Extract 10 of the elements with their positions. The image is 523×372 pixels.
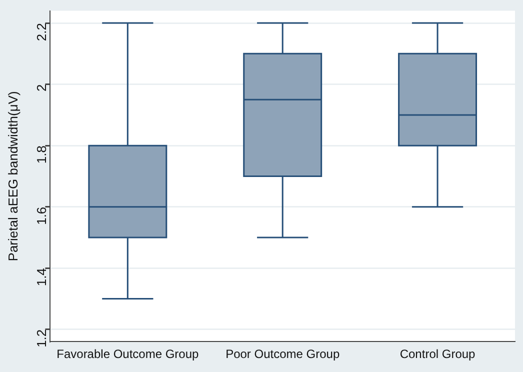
x-tick-label: Poor Outcome Group xyxy=(226,347,340,362)
y-tick-label: 1.2 xyxy=(34,329,49,348)
y-tick-label: 1.6 xyxy=(34,206,49,225)
y-tick-label: 2.2 xyxy=(34,23,49,42)
x-tick-label: Favorable Outcome Group xyxy=(56,347,200,362)
y-tick-label: 1.8 xyxy=(34,146,49,164)
y-tick-label: 1.4 xyxy=(34,268,49,286)
y-tick-label: 2 xyxy=(34,84,49,92)
x-tick-label: Control Group xyxy=(400,347,476,362)
y-axis-title: Parietal aEEG bandwidth(μV) xyxy=(5,91,20,262)
